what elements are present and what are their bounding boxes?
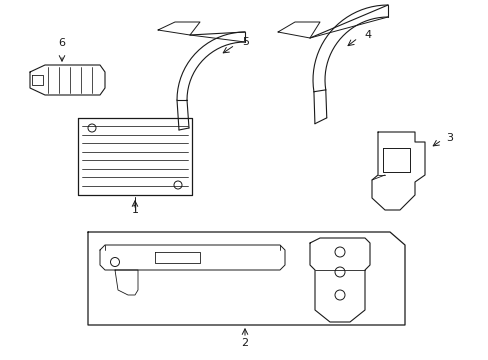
Text: 1: 1 bbox=[131, 205, 138, 215]
Text: 3: 3 bbox=[445, 133, 452, 143]
Text: 4: 4 bbox=[363, 30, 370, 40]
Text: 2: 2 bbox=[241, 338, 248, 348]
Text: 6: 6 bbox=[59, 38, 65, 48]
Text: 5: 5 bbox=[242, 37, 248, 47]
